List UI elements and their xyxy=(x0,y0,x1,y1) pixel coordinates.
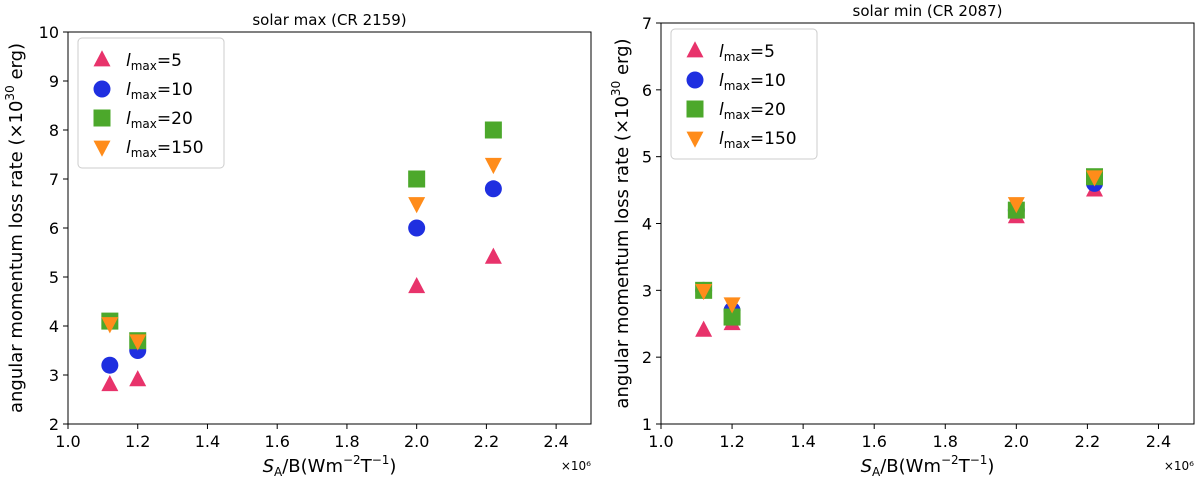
y-tick-label: 5 xyxy=(49,268,59,287)
data-point xyxy=(484,157,502,175)
x-tick-label: 2.4 xyxy=(1146,432,1171,451)
data-point xyxy=(129,334,147,351)
data-point xyxy=(101,375,119,392)
y-tick-label: 4 xyxy=(49,317,59,336)
legend-label: lmax=5 xyxy=(719,42,775,64)
panel-solar-max: solar max (CR 2159) 1.0 1.2 1.4 1.6 1.8 2.0 2.2… xyxy=(3,11,592,479)
x-tick-label: 1.2 xyxy=(125,432,150,451)
series-lmax=5 xyxy=(695,180,1104,337)
x-tick-label: 1.8 xyxy=(334,432,359,451)
data-point xyxy=(1086,170,1104,187)
data-point xyxy=(695,283,713,301)
data-point xyxy=(101,317,119,334)
y-tick-label: 5 xyxy=(642,148,652,167)
legend: lmax=5 lmax=10 lmax=20 lmax=150 xyxy=(77,37,225,169)
y-tick-label: 6 xyxy=(642,81,652,100)
legend-label: lmax=20 xyxy=(719,100,786,122)
legend-marker xyxy=(93,109,111,127)
y-tick-label: 9 xyxy=(49,72,59,91)
legend-label: lmax=150 xyxy=(719,129,797,151)
data-point xyxy=(408,277,426,294)
y-tick-label: 7 xyxy=(642,14,652,33)
legend-marker xyxy=(686,41,704,58)
legend: lmax=5 lmax=10 lmax=20 lmax=150 xyxy=(670,28,818,160)
data-point xyxy=(408,170,426,188)
series-lmax=20 xyxy=(695,168,1104,326)
x-tick-label: 2.0 xyxy=(1004,432,1029,451)
x-axis-multiplier: ×10⁶ xyxy=(561,459,591,473)
data-point xyxy=(408,197,426,214)
legend-label: lmax=150 xyxy=(126,138,204,160)
data-point xyxy=(408,219,426,237)
legend-marker xyxy=(93,80,111,98)
series-lmax=10 xyxy=(101,180,502,374)
data-point xyxy=(129,370,147,387)
legend-label: lmax=10 xyxy=(126,80,193,102)
x-axis-label: SA/B(Wm−2T−1) xyxy=(263,453,397,479)
y-tick-label: 3 xyxy=(642,281,652,300)
x-tick-label: 1.8 xyxy=(933,432,958,451)
series-lmax=5 xyxy=(101,247,502,392)
x-axis-multiplier: ×10⁶ xyxy=(1164,459,1194,473)
data-point xyxy=(1007,197,1025,214)
data-point xyxy=(723,308,741,326)
x-tick-label: 1.0 xyxy=(55,432,80,451)
x-tick-label: 1.0 xyxy=(648,432,673,451)
data-point xyxy=(484,121,502,139)
data-point xyxy=(484,180,502,198)
x-tick-label: 2.2 xyxy=(474,432,499,451)
legend-marker xyxy=(93,140,111,157)
x-tick-label: 1.2 xyxy=(719,432,744,451)
legend-marker xyxy=(93,50,111,67)
legend-box xyxy=(77,37,225,169)
data-point xyxy=(101,356,119,374)
y-tick-label: 8 xyxy=(49,121,59,140)
y-axis-label: angular momentum loss rate (×1030 erg) xyxy=(609,38,633,408)
series-lmax=150 xyxy=(695,170,1104,314)
x-tick-label: 2.0 xyxy=(404,432,429,451)
y-tick-label: 6 xyxy=(49,219,59,238)
legend-label: lmax=5 xyxy=(126,51,182,73)
x-tick-label: 1.4 xyxy=(790,432,815,451)
y-tick-label: 10 xyxy=(39,23,59,42)
legend-box xyxy=(670,28,818,160)
legend-label: lmax=10 xyxy=(719,71,786,93)
x-axis-label: SA/B(Wm−2T−1) xyxy=(861,453,995,479)
chart-title: solar max (CR 2159) xyxy=(252,11,406,29)
x-tick-label: 1.4 xyxy=(195,432,220,451)
x-tick-label: 1.6 xyxy=(264,432,289,451)
y-tick-label: 1 xyxy=(642,415,652,434)
legend-label: lmax=20 xyxy=(126,109,193,131)
data-point xyxy=(723,297,741,314)
panel-solar-min: solar min (CR 2087) 1.0 1.2 1.4 1.6 1.8 2.0 2.2… xyxy=(609,2,1195,479)
legend-marker xyxy=(686,131,704,148)
y-tick-label: 2 xyxy=(49,415,59,434)
x-tick-label: 1.6 xyxy=(861,432,886,451)
series-lmax=10 xyxy=(695,174,1104,319)
chart-title: solar min (CR 2087) xyxy=(853,2,1003,20)
y-tick-label: 2 xyxy=(642,348,652,367)
y-axis-label: angular momentum loss rate (×1030 erg) xyxy=(3,43,27,413)
legend-marker xyxy=(686,71,704,89)
data-point xyxy=(484,247,502,264)
y-tick-label: 7 xyxy=(49,170,59,189)
y-tick-label: 3 xyxy=(49,366,59,385)
x-tick-label: 2.4 xyxy=(543,432,568,451)
series-lmax=150 xyxy=(101,157,502,351)
legend-marker xyxy=(686,100,704,118)
x-tick-label: 2.2 xyxy=(1075,432,1100,451)
data-point xyxy=(695,320,713,337)
y-tick-label: 4 xyxy=(642,215,652,234)
